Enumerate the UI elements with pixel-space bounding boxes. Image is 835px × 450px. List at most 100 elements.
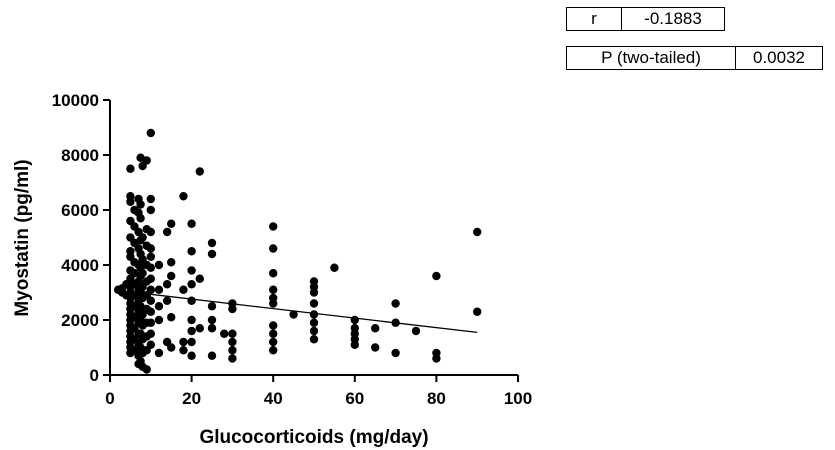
data-point bbox=[269, 337, 278, 347]
y-ticks: 0 2000 4000 6000 8000 10000 bbox=[52, 91, 110, 385]
x-ticks: 0 20 40 60 80 100 bbox=[105, 375, 532, 408]
data-point bbox=[269, 244, 278, 253]
x-tick-label: 40 bbox=[264, 389, 283, 408]
data-point bbox=[473, 307, 482, 316]
data-point bbox=[371, 324, 380, 333]
data-point bbox=[289, 310, 298, 319]
data-points bbox=[113, 128, 482, 374]
y-axis-label: Myostatin (pg/ml) bbox=[12, 159, 33, 316]
data-point bbox=[228, 346, 237, 355]
data-point bbox=[391, 299, 400, 308]
data-point bbox=[179, 337, 188, 347]
data-point bbox=[167, 343, 176, 352]
data-point bbox=[350, 340, 359, 349]
data-point bbox=[228, 329, 237, 338]
x-tick-label: 80 bbox=[427, 389, 446, 408]
data-point bbox=[195, 274, 204, 283]
data-point bbox=[269, 222, 278, 231]
data-point bbox=[187, 351, 196, 360]
data-point bbox=[473, 227, 482, 237]
data-point bbox=[269, 346, 278, 355]
x-tick-label: 0 bbox=[105, 389, 114, 408]
data-point bbox=[187, 326, 196, 336]
correlation-r-box: r -0.1883 bbox=[566, 7, 725, 31]
data-point bbox=[187, 296, 196, 305]
data-point bbox=[142, 156, 151, 165]
data-point bbox=[146, 274, 155, 283]
data-point bbox=[146, 307, 155, 316]
data-point bbox=[269, 329, 278, 338]
data-point bbox=[269, 285, 278, 294]
data-point bbox=[207, 238, 217, 248]
data-point bbox=[309, 288, 319, 297]
data-point bbox=[146, 329, 155, 338]
data-point bbox=[146, 128, 155, 138]
data-point bbox=[179, 285, 188, 294]
data-point bbox=[207, 249, 217, 259]
data-point bbox=[269, 299, 278, 308]
data-point bbox=[187, 337, 196, 347]
data-point bbox=[187, 315, 196, 325]
data-point bbox=[154, 315, 164, 325]
data-point bbox=[162, 296, 172, 305]
data-point bbox=[207, 324, 217, 333]
data-point bbox=[195, 167, 204, 176]
data-point bbox=[207, 302, 217, 311]
y-tick-label: 4000 bbox=[61, 256, 99, 275]
data-point bbox=[309, 299, 319, 308]
data-point bbox=[309, 318, 319, 327]
y-tick-label: 10000 bbox=[52, 91, 99, 110]
data-point bbox=[269, 269, 278, 278]
data-point bbox=[162, 227, 172, 237]
data-point bbox=[167, 313, 176, 322]
data-point bbox=[146, 340, 155, 349]
data-point bbox=[228, 354, 237, 363]
x-tick-label: 60 bbox=[345, 389, 364, 408]
data-point bbox=[146, 205, 155, 215]
data-point bbox=[309, 326, 319, 336]
x-tick-label: 100 bbox=[504, 389, 532, 408]
data-point bbox=[179, 346, 188, 355]
data-point bbox=[371, 343, 380, 352]
regression-line bbox=[130, 291, 478, 334]
data-point bbox=[146, 244, 155, 253]
data-point bbox=[228, 304, 237, 314]
y-tick-label: 0 bbox=[90, 366, 99, 385]
data-point bbox=[146, 318, 155, 327]
data-point bbox=[138, 269, 147, 278]
data-point bbox=[391, 348, 400, 358]
data-point bbox=[350, 315, 359, 325]
data-point bbox=[220, 329, 229, 338]
data-point bbox=[167, 219, 176, 228]
data-point bbox=[179, 192, 188, 201]
data-point bbox=[330, 263, 339, 272]
data-point bbox=[154, 260, 164, 270]
data-point bbox=[126, 197, 135, 206]
data-point bbox=[187, 266, 196, 275]
data-point bbox=[154, 302, 164, 311]
data-point bbox=[146, 285, 155, 294]
data-point bbox=[136, 200, 145, 209]
data-point bbox=[146, 252, 155, 261]
x-tick-label: 20 bbox=[182, 389, 201, 408]
data-point bbox=[207, 351, 217, 360]
data-point bbox=[228, 337, 237, 347]
p-value: 0.0032 bbox=[735, 47, 822, 69]
p-value-box: P (two-tailed) 0.0032 bbox=[566, 46, 823, 70]
data-point bbox=[432, 354, 441, 363]
data-point bbox=[146, 263, 155, 272]
y-tick-label: 6000 bbox=[61, 201, 99, 220]
data-point bbox=[154, 348, 164, 358]
data-point bbox=[187, 219, 196, 228]
data-point bbox=[154, 285, 164, 294]
data-point bbox=[195, 324, 204, 333]
data-point bbox=[309, 310, 319, 319]
data-point bbox=[187, 280, 196, 289]
data-point bbox=[146, 194, 155, 204]
data-point bbox=[411, 326, 421, 336]
x-axis-label: Glucocorticoids (mg/day) bbox=[199, 427, 428, 448]
y-tick-label: 2000 bbox=[61, 311, 99, 330]
r-value: -0.1883 bbox=[621, 8, 724, 30]
data-point bbox=[187, 247, 196, 256]
